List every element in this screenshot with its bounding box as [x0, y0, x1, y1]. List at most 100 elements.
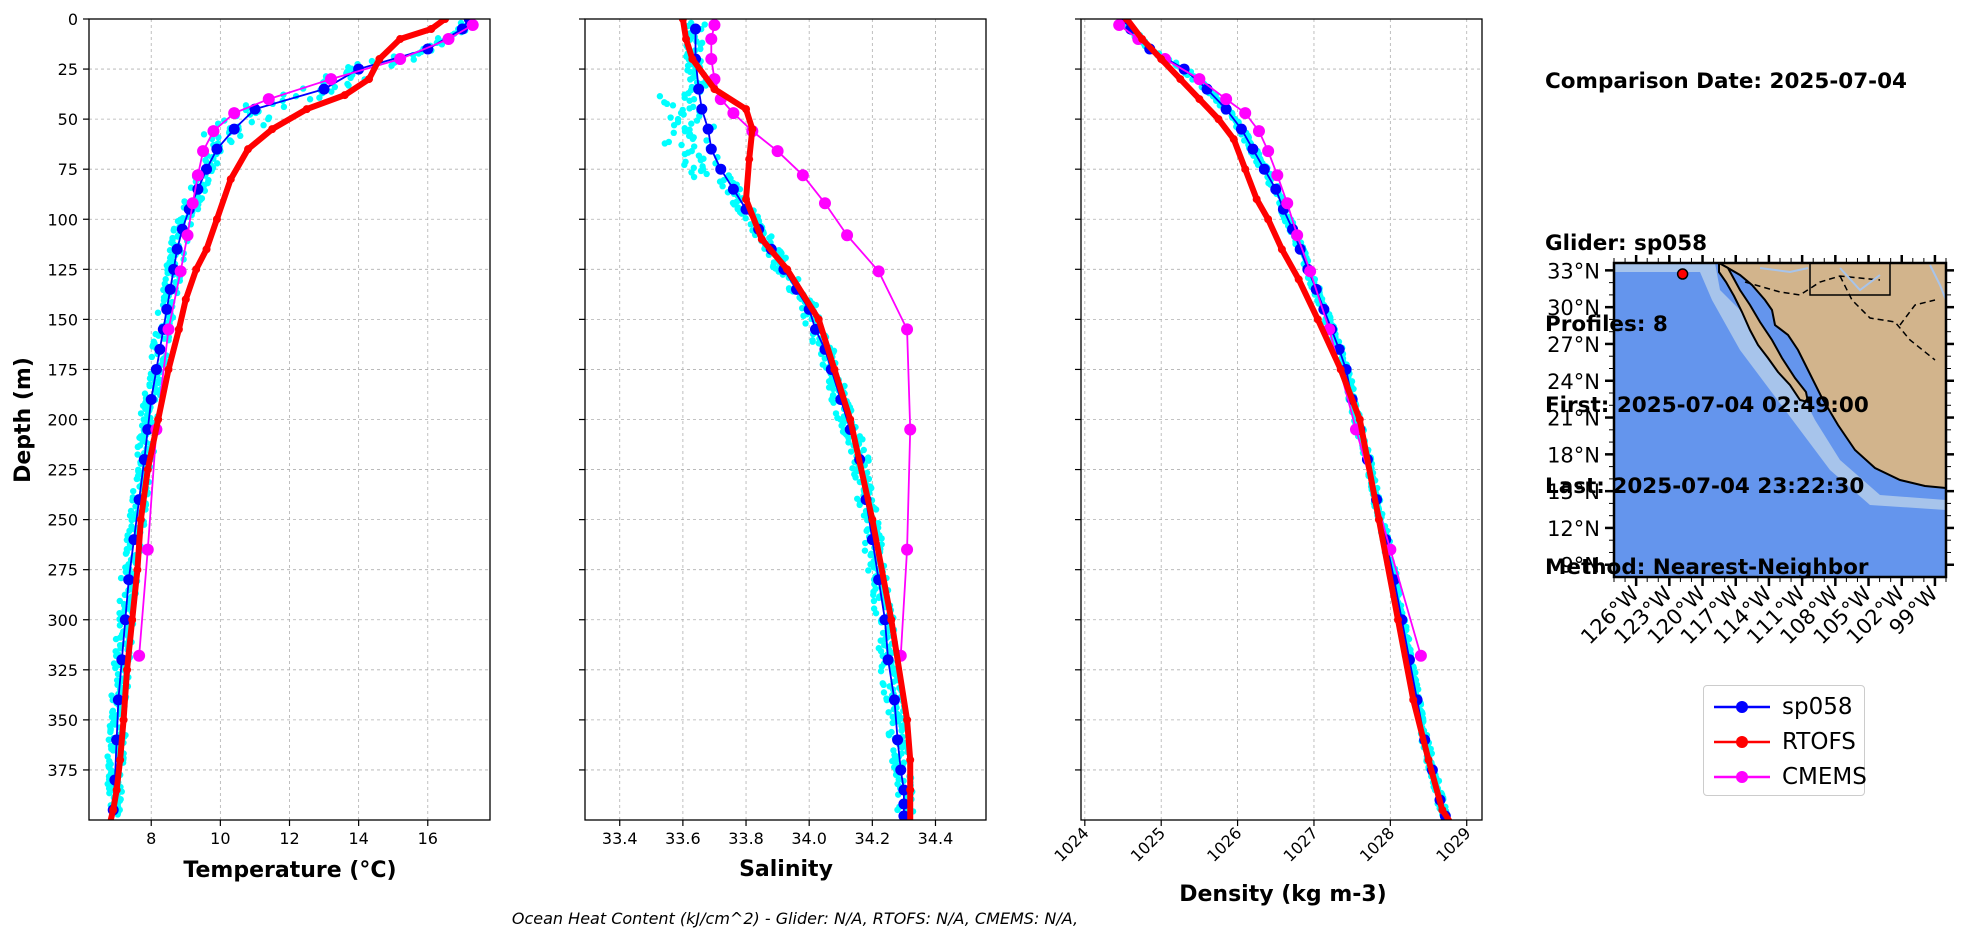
series-point-rtofs	[748, 125, 757, 134]
series-point-sp058	[161, 303, 173, 315]
series-point-sp058	[888, 694, 900, 706]
series-point-cmems	[1220, 93, 1233, 106]
scatter-point	[680, 111, 687, 118]
y-tick-label: 325	[47, 661, 78, 680]
scatter-point	[112, 635, 120, 643]
last-time: Last: 2025-07-04 23:22:30	[1545, 474, 1865, 499]
series-point-rtofs	[202, 245, 211, 254]
scatter-point	[877, 637, 884, 644]
series-point-sp058	[142, 424, 154, 436]
info-block: Comparison Date: 2025-07-04 Glider: sp05…	[1545, 14, 1907, 608]
series-point-cmems	[705, 33, 718, 46]
x-tick-label: 10	[210, 829, 230, 848]
series-point-cmems	[394, 53, 407, 66]
y-tick-label: 300	[47, 611, 78, 630]
series-point-cmems	[1113, 19, 1126, 32]
scatter-point	[1281, 218, 1289, 225]
scatter-point	[860, 512, 868, 519]
scatter-point	[117, 574, 125, 582]
scatter-point	[885, 731, 893, 739]
scatter-point	[155, 379, 162, 387]
series-point-rtofs	[1176, 75, 1185, 84]
scatter-point	[883, 696, 891, 704]
series-point-cmems	[133, 649, 146, 662]
series-point-cmems	[708, 19, 721, 32]
scatter-point	[865, 457, 872, 464]
scatter-point	[105, 736, 113, 743]
method: Method: Nearest-Neighbor	[1545, 555, 1869, 580]
scatter-point	[667, 114, 674, 121]
profile-count: Profiles: 8	[1545, 312, 1668, 337]
series-point-cmems	[442, 33, 455, 46]
y-tick-label: 125	[47, 260, 78, 279]
series-point-rtofs	[1195, 95, 1204, 104]
scatter-point	[656, 93, 664, 100]
series-point-sp058	[164, 283, 176, 295]
scatter-point	[872, 506, 880, 513]
x-tick-label: 14	[348, 829, 368, 848]
series-point-cmems	[181, 229, 194, 242]
scatter-point	[132, 503, 139, 510]
series-point-rtofs	[682, 35, 691, 44]
scatter-point	[260, 121, 267, 129]
series-point-rtofs	[181, 295, 190, 304]
plot-area	[104, 19, 479, 820]
series-point-rtofs	[340, 91, 349, 100]
series-point-rtofs	[710, 85, 719, 94]
series-point-rtofs	[1241, 165, 1250, 174]
series-point-rtofs	[441, 19, 450, 23]
scatter-point	[328, 88, 335, 95]
series-point-sp058	[892, 734, 904, 746]
scatter-point	[872, 609, 880, 617]
map-land-baja	[1718, 263, 1810, 404]
scatter-point	[107, 728, 114, 736]
scatter-point	[852, 474, 859, 481]
series-point-rtofs	[1336, 365, 1345, 374]
scatter-point	[880, 689, 888, 696]
series-point-cmems	[1271, 169, 1284, 182]
scatter-point	[388, 62, 395, 69]
series-point-sp058	[705, 143, 717, 155]
series-point-rtofs	[123, 665, 132, 674]
scatter-point	[661, 140, 669, 147]
scatter-point	[146, 375, 154, 382]
x-tick-label: 8	[146, 829, 156, 848]
x-tick-label: 1026	[1203, 823, 1245, 865]
y-tick-label: 25	[58, 60, 78, 79]
y-axis-label: Depth (m)	[11, 357, 36, 483]
scatter-point	[146, 382, 153, 390]
scatter-point	[894, 806, 901, 814]
map-lat-label: 27°N	[1547, 333, 1600, 357]
scatter-point	[265, 115, 272, 123]
series-point-sp058	[696, 103, 708, 115]
scatter-point	[681, 128, 689, 135]
scatter-point	[137, 410, 145, 417]
scatter-point	[181, 198, 188, 205]
x-tick-label: 1025	[1127, 823, 1169, 865]
scatter-point	[845, 434, 852, 441]
scatter-point	[681, 161, 688, 169]
scatter-point	[687, 76, 694, 83]
series-point-rtofs	[745, 155, 754, 164]
scatter-point	[148, 353, 156, 361]
series-point-cmems	[727, 107, 740, 120]
series-point-rtofs	[887, 615, 896, 624]
series-point-sp058	[693, 83, 705, 95]
series-point-sp058	[228, 123, 240, 135]
x-tick-label: 1028	[1356, 823, 1398, 865]
series-point-rtofs	[174, 325, 183, 334]
y-tick-label: 75	[58, 160, 78, 179]
x-tick-label: 34.0	[791, 829, 827, 848]
scatter-point	[316, 94, 323, 101]
scatter-point	[148, 419, 156, 426]
scatter-point	[690, 173, 698, 181]
scatter-point	[663, 100, 671, 108]
scatter-point	[347, 74, 354, 82]
scatter-point	[802, 320, 809, 327]
y-tick-label: 225	[47, 461, 78, 480]
series-point-cmems	[1193, 73, 1206, 86]
scatter-point	[348, 65, 355, 72]
comparison-date: Comparison Date: 2025-07-04	[1545, 69, 1908, 94]
scatter-point	[859, 436, 866, 443]
